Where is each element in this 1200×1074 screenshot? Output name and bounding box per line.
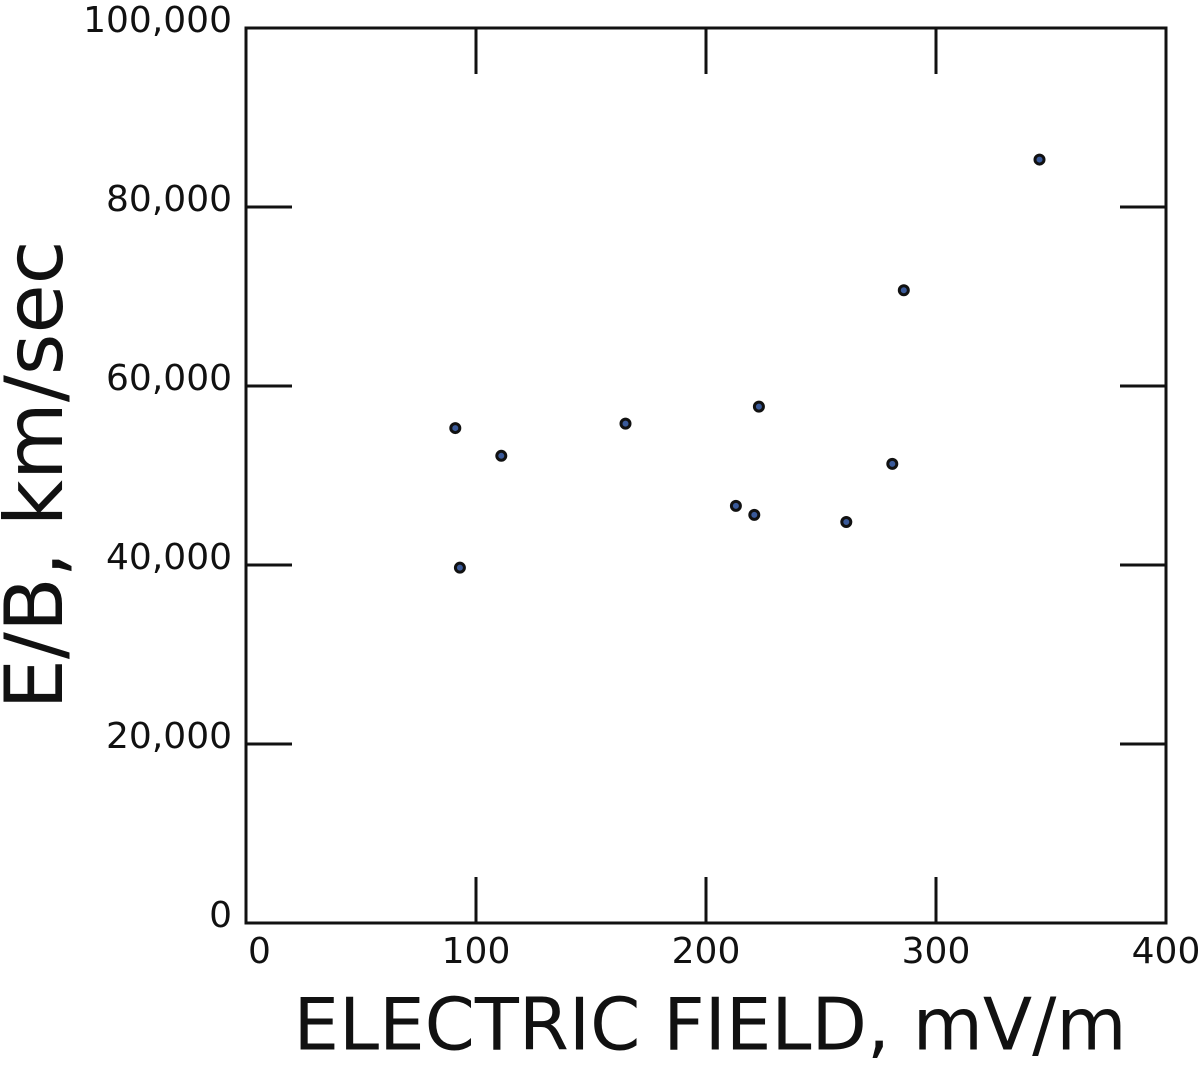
data-point	[729, 499, 742, 512]
plot-frame	[244, 26, 1168, 925]
data-point	[897, 284, 910, 297]
x-tick-label: 300	[902, 931, 971, 972]
data-point	[748, 508, 761, 521]
y-axis-label: E/B, km/sec	[0, 240, 81, 709]
data-point	[752, 400, 765, 413]
x-tick-label: 400	[1132, 931, 1200, 972]
y-tick-label: 100,000	[83, 0, 232, 41]
y-tick-label: 80,000	[106, 179, 232, 220]
data-point	[886, 457, 899, 470]
y-tick-label: 40,000	[106, 537, 232, 578]
data-point	[453, 561, 466, 574]
y-tick-label: 60,000	[106, 358, 232, 399]
y-tick-label: 20,000	[106, 716, 232, 757]
data-point	[449, 422, 462, 435]
data-point	[1033, 153, 1046, 166]
x-axis-label: ELECTRIC FIELD, mV/m	[293, 983, 1126, 1067]
x-tick-label: 0	[248, 931, 271, 972]
data-point	[495, 449, 508, 462]
x-tick-label: 100	[442, 931, 511, 972]
x-tick-label: 200	[672, 931, 741, 972]
y-tick-label: 0	[209, 895, 232, 936]
data-point	[840, 516, 853, 529]
data-point	[619, 417, 632, 430]
